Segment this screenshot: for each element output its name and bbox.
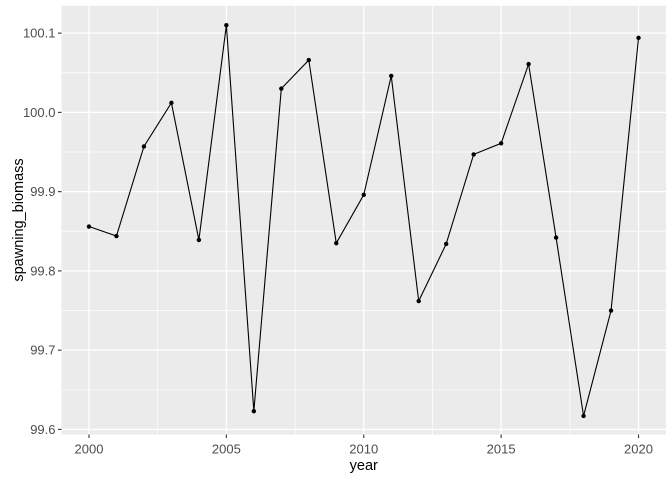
- x-tick-labels: 2000 2005 2010 2015 2020: [75, 442, 653, 457]
- data-point: [471, 152, 476, 157]
- data-point: [416, 298, 421, 304]
- data-point: [279, 86, 284, 91]
- data-point: [306, 57, 311, 63]
- data-point: [224, 23, 229, 28]
- data-point: [169, 100, 174, 106]
- data-point: [498, 141, 504, 146]
- y-tick-label: 100.1: [23, 26, 56, 41]
- data-point: [553, 235, 559, 240]
- data-point: [251, 409, 257, 414]
- tick-marks: [58, 32, 640, 438]
- y-tick-label: 99.8: [30, 263, 55, 278]
- x-tick-label: 2000: [75, 442, 104, 457]
- data-point: [86, 224, 92, 229]
- y-tick-label: 99.9: [30, 184, 55, 199]
- x-tick-label: 2010: [349, 442, 378, 457]
- y-tick-label: 100.0: [23, 105, 56, 120]
- data-point: [141, 144, 147, 149]
- data-point: [581, 413, 586, 419]
- data-point: [196, 237, 202, 243]
- data-point: [361, 192, 366, 198]
- data-points: [86, 23, 641, 419]
- x-axis-title: year: [350, 458, 378, 474]
- data-point: [443, 241, 449, 247]
- data-point: [389, 73, 394, 79]
- x-tick-label: 2005: [212, 442, 241, 457]
- y-tick-labels: 99.6 99.7 99.8 99.9 100.0 100.1: [23, 26, 56, 437]
- y-axis-title: spawning_biomass: [11, 158, 27, 281]
- x-tick-label: 2020: [624, 442, 653, 457]
- data-point: [636, 35, 641, 41]
- data-point: [114, 233, 119, 239]
- data-point: [608, 308, 614, 313]
- y-tick-label: 99.6: [30, 422, 55, 437]
- y-tick-label: 99.7: [30, 343, 55, 358]
- data-point: [334, 240, 339, 246]
- gridlines-major: [61, 5, 666, 435]
- x-tick-label: 2015: [487, 442, 516, 457]
- data-point: [526, 61, 531, 67]
